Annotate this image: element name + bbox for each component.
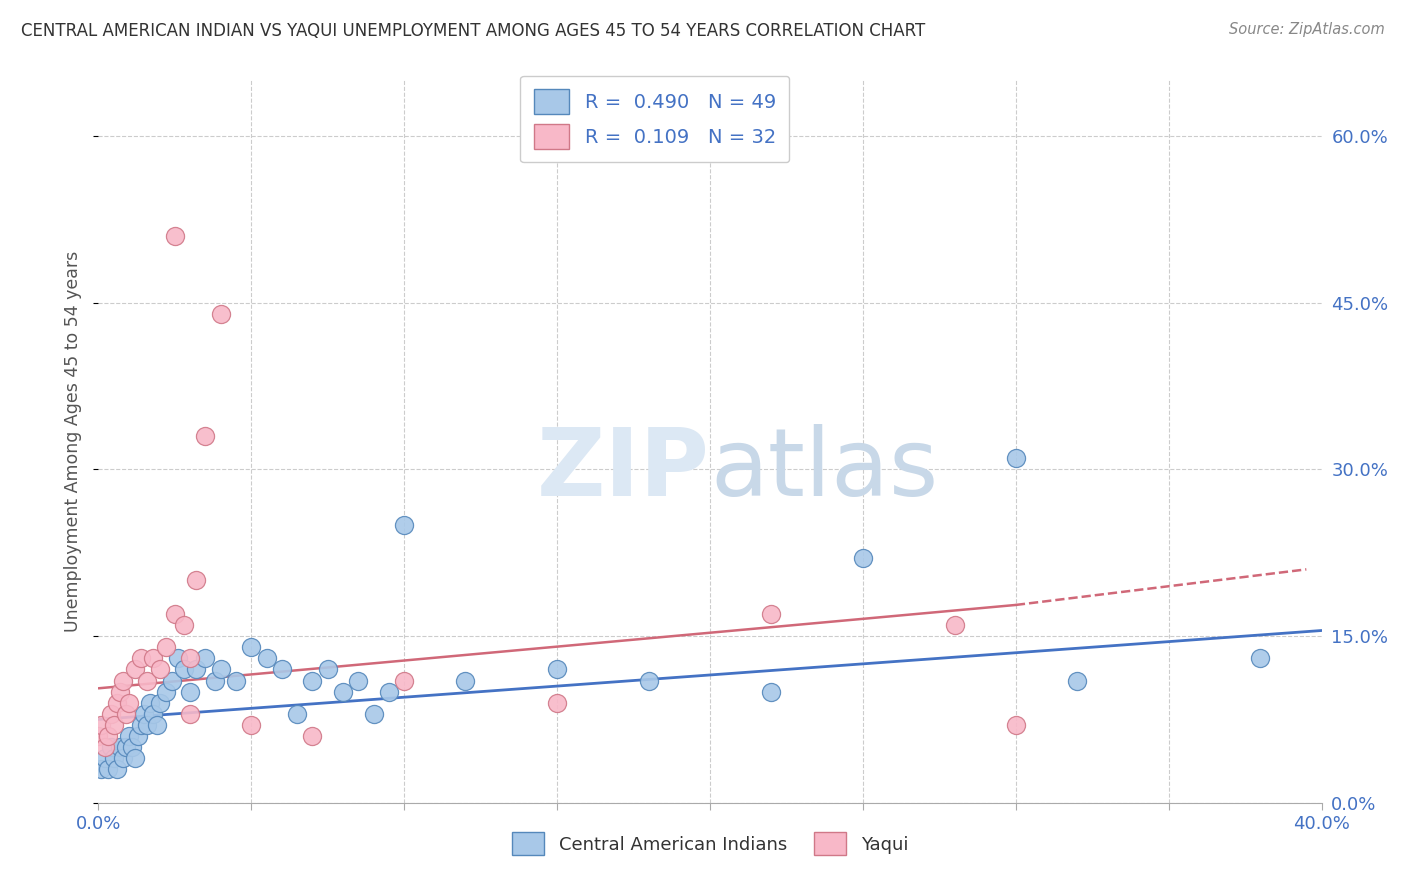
Point — [103, 718, 125, 732]
Point — [160, 673, 183, 688]
Point — [1004, 451, 1026, 466]
Point — [759, 607, 782, 621]
Point — [163, 228, 186, 243]
Point — [186, 574, 208, 588]
Point — [87, 729, 110, 743]
Point — [100, 706, 122, 721]
Point — [363, 706, 385, 721]
Point — [111, 673, 134, 688]
Point — [316, 662, 339, 676]
Point — [173, 662, 195, 676]
Legend: Central American Indians, Yaqui: Central American Indians, Yaqui — [505, 825, 915, 863]
Point — [179, 684, 201, 698]
Point — [179, 706, 201, 721]
Point — [136, 673, 159, 688]
Point — [129, 718, 152, 732]
Point — [118, 729, 141, 743]
Point — [124, 751, 146, 765]
Point — [256, 651, 278, 665]
Point — [240, 640, 263, 655]
Point — [105, 763, 128, 777]
Point — [943, 618, 966, 632]
Text: atlas: atlas — [710, 425, 938, 516]
Point — [93, 751, 115, 765]
Point — [115, 706, 138, 721]
Point — [347, 673, 370, 688]
Point — [134, 706, 156, 721]
Point — [173, 618, 195, 632]
Text: Source: ZipAtlas.com: Source: ZipAtlas.com — [1229, 22, 1385, 37]
Point — [1004, 718, 1026, 732]
Point — [93, 740, 115, 755]
Point — [103, 751, 125, 765]
Point — [167, 651, 190, 665]
Point — [155, 684, 177, 698]
Y-axis label: Unemployment Among Ages 45 to 54 years: Unemployment Among Ages 45 to 54 years — [65, 251, 83, 632]
Point — [111, 751, 134, 765]
Point — [392, 673, 416, 688]
Point — [136, 718, 159, 732]
Point — [209, 307, 232, 321]
Point — [378, 684, 401, 698]
Point — [637, 673, 661, 688]
Point — [209, 662, 232, 676]
Point — [1249, 651, 1271, 665]
Point — [546, 662, 568, 676]
Point — [186, 662, 208, 676]
Point — [392, 517, 416, 532]
Point — [115, 740, 138, 755]
Point — [194, 429, 217, 443]
Point — [155, 640, 177, 655]
Point — [225, 673, 247, 688]
Point — [204, 673, 226, 688]
Point — [332, 684, 354, 698]
Point — [139, 696, 162, 710]
Point — [129, 651, 152, 665]
Point — [1066, 673, 1088, 688]
Point — [240, 718, 263, 732]
Point — [163, 607, 186, 621]
Point — [149, 696, 172, 710]
Point — [127, 729, 149, 743]
Text: ZIP: ZIP — [537, 425, 710, 516]
Point — [546, 696, 568, 710]
Point — [108, 740, 131, 755]
Point — [97, 763, 120, 777]
Point — [145, 718, 167, 732]
Point — [852, 551, 875, 566]
Point — [124, 662, 146, 676]
Point — [179, 651, 201, 665]
Point — [105, 696, 128, 710]
Point — [121, 740, 143, 755]
Point — [301, 729, 323, 743]
Point — [454, 673, 477, 688]
Text: CENTRAL AMERICAN INDIAN VS YAQUI UNEMPLOYMENT AMONG AGES 45 TO 54 YEARS CORRELAT: CENTRAL AMERICAN INDIAN VS YAQUI UNEMPLO… — [21, 22, 925, 40]
Point — [100, 740, 122, 755]
Point — [118, 696, 141, 710]
Point — [301, 673, 323, 688]
Point — [142, 706, 165, 721]
Point — [142, 651, 165, 665]
Point — [759, 684, 782, 698]
Point — [90, 718, 112, 732]
Point — [149, 662, 172, 676]
Point — [90, 763, 112, 777]
Point — [270, 662, 292, 676]
Point — [97, 729, 120, 743]
Point — [285, 706, 308, 721]
Point — [194, 651, 217, 665]
Point — [108, 684, 131, 698]
